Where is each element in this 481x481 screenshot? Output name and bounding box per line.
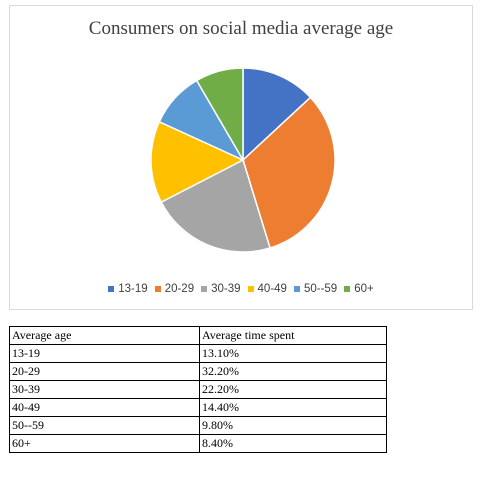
legend-item: 40-49 [247, 283, 287, 295]
legend-item: 50--59 [293, 283, 338, 295]
table-cell: 9.80% [199, 416, 387, 435]
table-row: 13-19 13.10% [9, 344, 387, 363]
table-cell: 14.40% [199, 398, 387, 417]
pie-slice-60+ [195, 67, 244, 163]
chart-legend: 13-19 20-29 30-39 40-49 50--59 60+ [10, 283, 472, 295]
table-cell: 22.20% [199, 380, 387, 399]
legend-label: 20-29 [164, 283, 195, 295]
legend-label: 30-39 [211, 283, 241, 295]
legend-swatch [344, 286, 351, 292]
table-cell: 50--59 [9, 416, 200, 435]
legend-label: 60+ [354, 283, 374, 295]
pie-slice-20-29 [242, 96, 336, 249]
chart-title: Consumers on social media average age [88, 18, 394, 39]
table-row: 20-29 32.20% [9, 362, 387, 381]
table-cell: 40-49 [9, 398, 200, 417]
legend-swatch [293, 286, 300, 292]
legend-label: 13-19 [118, 283, 148, 295]
legend-swatch [154, 286, 161, 292]
table-cell: 60+ [9, 434, 200, 453]
table-header-row: Average age Average time spent [9, 326, 387, 345]
table-header-cell: Average time spent [199, 326, 387, 345]
legend-item: 13-19 [108, 283, 148, 295]
table-row: 30-39 22.20% [9, 380, 387, 399]
legend-item: 20-29 [154, 283, 195, 295]
table-cell: 32.20% [199, 362, 387, 381]
legend-swatch [201, 286, 208, 292]
table-row: 40-49 14.40% [9, 398, 387, 417]
legend-label: 50--59 [303, 283, 338, 295]
table-row: 50--59 9.80% [9, 416, 387, 435]
legend-item: 60+ [344, 283, 374, 295]
pie-slice-30-39 [160, 158, 271, 253]
data-table: Average age Average time spent 13-19 13.… [9, 326, 387, 453]
legend-label: 40-49 [257, 283, 287, 295]
table-row: 60+ 8.40% [9, 434, 387, 453]
legend-swatch [247, 286, 254, 292]
pie-slice-13-19 [242, 67, 312, 162]
table-cell: 20-29 [9, 362, 200, 381]
table-cell: 13-19 [9, 344, 200, 363]
pie-chart [150, 67, 336, 253]
chart-container: Consumers on social media average age 13… [9, 5, 473, 310]
legend-item: 30-39 [201, 283, 241, 295]
legend-swatch [108, 286, 115, 292]
table-cell: 13.10% [199, 344, 387, 363]
pie-slice-40-49 [150, 120, 245, 204]
table-cell: 30-39 [9, 380, 200, 399]
table-header-cell: Average age [9, 326, 200, 345]
table-cell: 8.40% [199, 434, 387, 453]
